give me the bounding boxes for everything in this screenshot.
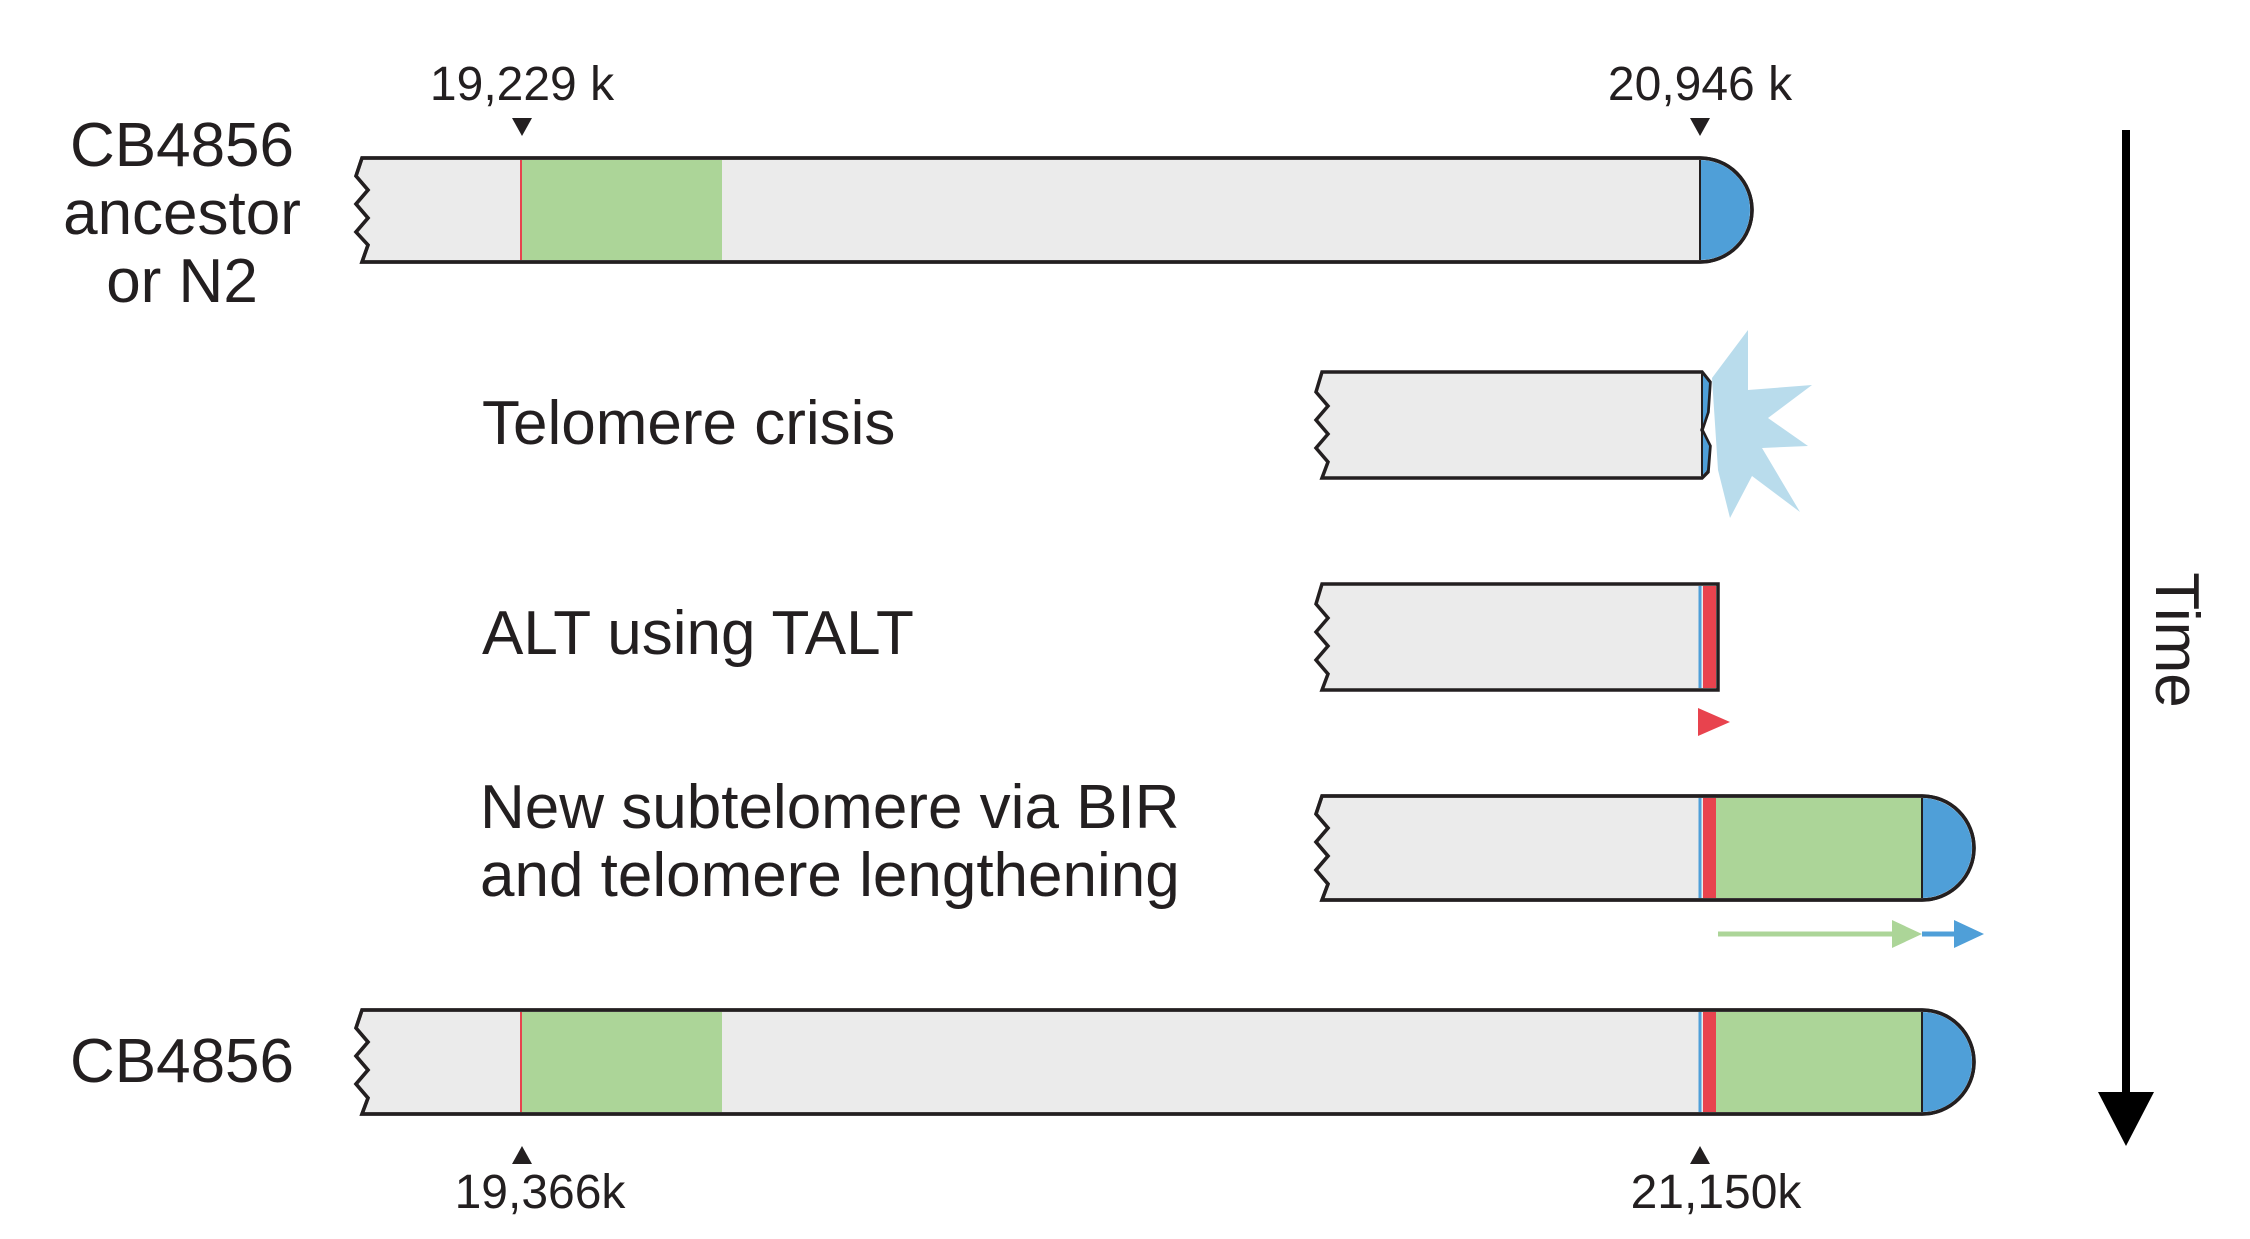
label-final: CB4856 xyxy=(70,1027,294,1096)
marker-triangle-top-right xyxy=(1690,118,1710,136)
arrow-bir-green-head xyxy=(1892,920,1922,948)
final-talt-insertion xyxy=(1703,1012,1716,1112)
alt-chromosome xyxy=(1313,582,1720,692)
marker-triangle-top-left xyxy=(512,118,532,136)
label-alt: ALT using TALT xyxy=(482,599,914,668)
coord-top-right: 20,946 k xyxy=(1608,58,1793,111)
final-telomere-cap xyxy=(1922,1012,1972,1112)
label-time: Time xyxy=(2142,572,2211,707)
time-arrow-head xyxy=(2098,1092,2154,1146)
crisis-burst xyxy=(1712,330,1812,518)
label-ancestor-line1: CB4856 xyxy=(70,111,294,180)
bir-new-telomere-cap xyxy=(1922,798,1972,898)
crisis-chromosome xyxy=(1313,330,1812,518)
bir-chromosome xyxy=(1313,794,1976,902)
marker-triangle-bottom-right xyxy=(1690,1146,1710,1164)
ancestor-subtelomere-block xyxy=(522,160,722,260)
label-bir-line1: New subtelomere via BIR xyxy=(480,773,1180,842)
bir-talt-insertion xyxy=(1703,798,1716,898)
time-arrow xyxy=(2098,130,2154,1146)
crisis-chromosome-body xyxy=(1313,370,1712,480)
ancestor-telomere-cap xyxy=(1700,160,1750,260)
label-bir-line2: and telomere lengthening xyxy=(480,841,1180,910)
arrow-bir-blue-head xyxy=(1954,920,1984,948)
arrow-talt-red xyxy=(1698,708,1730,736)
final-subtelomere-block xyxy=(522,1012,722,1112)
label-ancestor-line2: ancestor xyxy=(63,179,301,248)
alt-chromosome-body xyxy=(1313,582,1720,692)
coord-top-left: 19,229 k xyxy=(430,58,615,111)
marker-triangle-bottom-left xyxy=(512,1146,532,1164)
coord-bottom-left: 19,366k xyxy=(455,1166,627,1219)
alt-talt-insertion xyxy=(1703,586,1716,688)
ancestor-chromosome xyxy=(353,156,1754,264)
final-chromosome xyxy=(353,1008,1976,1116)
label-ancestor-line3: or N2 xyxy=(106,247,258,316)
label-crisis: Telomere crisis xyxy=(482,389,895,458)
final-new-subtelomere xyxy=(1716,1012,1922,1112)
coord-bottom-right: 21,150k xyxy=(1631,1166,1803,1219)
bir-new-subtelomere xyxy=(1716,798,1922,898)
